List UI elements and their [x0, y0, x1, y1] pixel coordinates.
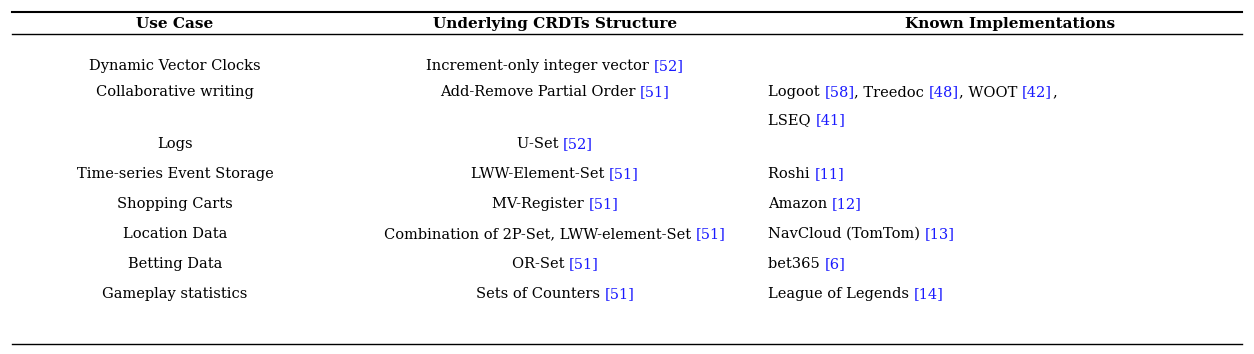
- Text: League of Legends: League of Legends: [767, 287, 914, 301]
- Text: Shopping Carts: Shopping Carts: [117, 197, 233, 211]
- Text: LSEQ: LSEQ: [767, 113, 815, 127]
- Text: , WOOT: , WOOT: [959, 85, 1022, 99]
- Text: Known Implementations: Known Implementations: [905, 17, 1115, 31]
- Text: [14]: [14]: [914, 287, 943, 301]
- Text: LWW-Element-Set: LWW-Element-Set: [472, 167, 609, 181]
- Text: [51]: [51]: [696, 227, 726, 241]
- Text: Use Case: Use Case: [137, 17, 213, 31]
- Text: bet365: bet365: [767, 257, 824, 271]
- Text: [51]: [51]: [604, 287, 635, 301]
- Text: [51]: [51]: [588, 197, 618, 211]
- Text: Location Data: Location Data: [123, 227, 227, 241]
- Text: [48]: [48]: [929, 85, 959, 99]
- Text: OR-Set: OR-Set: [512, 257, 568, 271]
- Text: Sets of Counters: Sets of Counters: [475, 287, 604, 301]
- Text: [51]: [51]: [609, 167, 640, 181]
- Text: Add-Remove Partial Order: Add-Remove Partial Order: [440, 85, 640, 99]
- Text: NavCloud (TomTom): NavCloud (TomTom): [767, 227, 924, 241]
- Text: [6]: [6]: [824, 257, 845, 271]
- Text: [11]: [11]: [814, 167, 844, 181]
- Text: ,: ,: [1052, 85, 1057, 99]
- Text: [51]: [51]: [640, 85, 670, 99]
- Text: [42]: [42]: [1022, 85, 1052, 99]
- Text: Logoot: Logoot: [767, 85, 824, 99]
- Text: Time-series Event Storage: Time-series Event Storage: [76, 167, 273, 181]
- Text: Combination of 2P-Set, LWW-element-Set: Combination of 2P-Set, LWW-element-Set: [384, 227, 696, 241]
- Text: Betting Data: Betting Data: [128, 257, 222, 271]
- Text: Gameplay statistics: Gameplay statistics: [103, 287, 248, 301]
- Text: Roshi: Roshi: [767, 167, 814, 181]
- Text: , Treedoc: , Treedoc: [854, 85, 929, 99]
- Text: Increment-only integer vector: Increment-only integer vector: [426, 59, 653, 73]
- Text: Amazon: Amazon: [767, 197, 831, 211]
- Text: Logs: Logs: [157, 137, 193, 151]
- Text: [51]: [51]: [568, 257, 598, 271]
- Text: [41]: [41]: [815, 113, 845, 127]
- Text: MV-Register: MV-Register: [492, 197, 588, 211]
- Text: Collaborative writing: Collaborative writing: [97, 85, 255, 99]
- Text: Underlying CRDTs Structure: Underlying CRDTs Structure: [433, 17, 677, 31]
- Text: Dynamic Vector Clocks: Dynamic Vector Clocks: [89, 59, 261, 73]
- Text: [52]: [52]: [653, 59, 683, 73]
- Text: [52]: [52]: [563, 137, 593, 151]
- Text: [58]: [58]: [824, 85, 854, 99]
- Text: [13]: [13]: [924, 227, 954, 241]
- Text: [12]: [12]: [831, 197, 861, 211]
- Text: U-Set: U-Set: [517, 137, 563, 151]
